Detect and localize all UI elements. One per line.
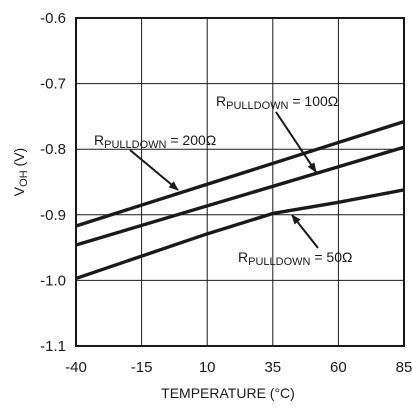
y-axis-label-main: V [11,186,27,196]
y-axis-label-unit: (V) [11,148,27,171]
series-arrow-200 [129,149,179,191]
series-label-200-main: R [94,132,104,148]
y-tick-label: -0.9 [40,207,66,224]
series-line-50 [75,188,405,281]
series-arrow-100 [275,111,317,173]
series-label-100-main: R [216,93,226,109]
series-label-100: RPULLDOWN = 100Ω [216,93,338,112]
series-label-200: RPULLDOWN = 200Ω [94,132,216,151]
grid [76,18,404,346]
series-lines [75,120,405,281]
series-label-50-sub: PULLDOWN [248,256,310,268]
x-tick-label: 10 [199,359,216,376]
series-label-100-tail: = 100Ω [288,93,338,109]
series-label-50-tail: = 50Ω [310,249,352,265]
series-line-200 [75,120,405,228]
y-tick-label: -0.8 [40,141,66,158]
series-label-50-main: R [238,249,248,265]
x-tick-label: 85 [396,359,412,376]
y-tick-label: -0.6 [40,10,66,27]
series-arrow-50 [291,214,319,249]
series-label-100-sub: PULLDOWN [226,100,288,112]
y-axis-label: VOH (V) [11,148,30,196]
series-line-100 [75,145,405,247]
y-axis-label-sub: OH [18,170,30,187]
y-tick-label: -1.1 [40,338,66,355]
x-tick-label: -40 [65,359,87,376]
x-axis-label: TEMPERATURE (°C) [161,385,295,401]
x-tick-label: 60 [330,359,347,376]
x-tick-label: -15 [131,359,153,376]
y-tick-label: -0.7 [40,76,66,93]
tick-labels: -40 -15 10 35 60 85 -0.6 -0.7 -0.8 -0.9 -1.0 -1.1 [40,10,412,376]
series-label-50: RPULLDOWN = 50Ω [238,249,352,268]
plot-frame [75,17,405,347]
series-label-200-tail: = 200Ω [166,132,216,148]
x-tick-label: 35 [264,359,281,376]
series-label-200-sub: PULLDOWN [104,139,166,151]
y-tick-label: -1.0 [40,272,66,289]
